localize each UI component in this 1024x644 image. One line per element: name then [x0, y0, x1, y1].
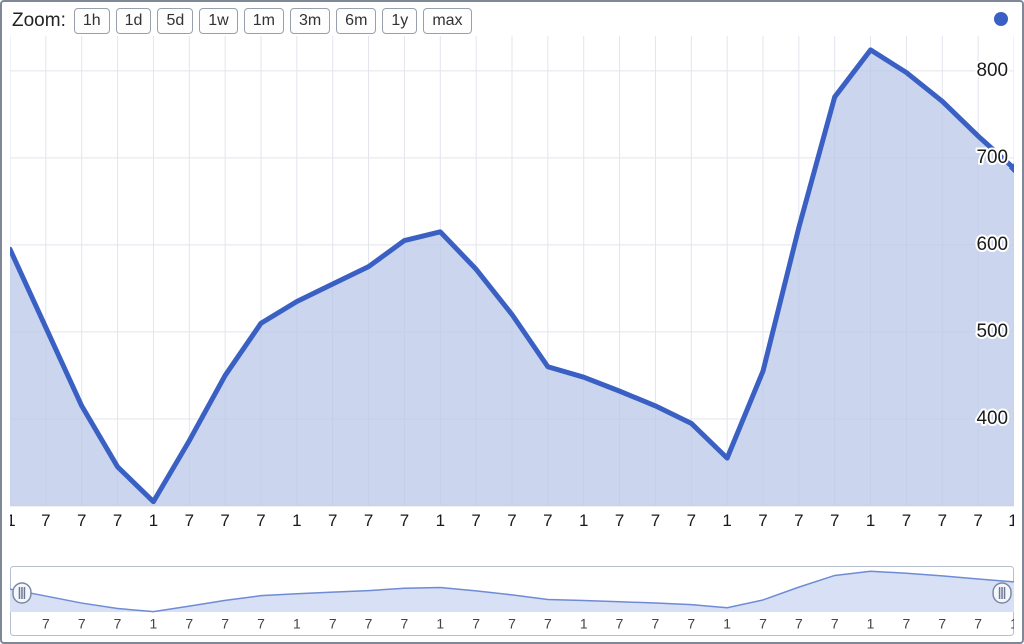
navigator-tick: 1 [723, 615, 731, 631]
x-axis-tick: 7 [256, 511, 265, 530]
x-axis-tick: 1 [1008, 511, 1014, 530]
navigator-tick: 7 [401, 615, 409, 631]
x-axis-tick: 7 [973, 511, 982, 530]
x-axis-tick: 1 [149, 511, 158, 530]
navigator-area[interactable]: 7 7 7 1 7 7 7 1 7 7 7 1 7 7 7 1 7 7 7 1 7 7 7 1 7 7 7 1 [10, 566, 1014, 636]
navigator-tick: 7 [795, 615, 803, 631]
zoom-3m-button[interactable]: 3m [290, 8, 330, 34]
zoom-1d-button[interactable]: 1d [116, 8, 152, 34]
x-axis-tick: 7 [830, 511, 839, 530]
x-axis-tick: 7 [113, 511, 122, 530]
x-axis-tick: 1 [722, 511, 731, 530]
y-axis-tick: 400 [976, 408, 1008, 429]
zoom-max-button[interactable]: max [423, 8, 471, 34]
navigator-tick: 7 [329, 615, 337, 631]
x-axis-tick: 7 [77, 511, 86, 530]
navigator-tick: 1 [293, 615, 301, 631]
x-axis-tick: 7 [615, 511, 624, 530]
y-axis-tick: 800 [976, 60, 1008, 81]
x-axis-tick: 1 [292, 511, 301, 530]
x-axis-tick: 7 [687, 511, 696, 530]
navigator-tick: 1 [867, 615, 875, 631]
x-axis-tick: 7 [651, 511, 660, 530]
navigator-tick: 7 [221, 615, 229, 631]
navigator-tick: 1 [580, 615, 588, 631]
navigator-handle-left[interactable] [13, 583, 31, 603]
navigator-tick: 7 [472, 615, 480, 631]
x-axis-tick: 1 [436, 511, 445, 530]
zoom-1y-button[interactable]: 1y [382, 8, 417, 34]
x-axis-tick: 7 [543, 511, 552, 530]
navigator-tick: 7 [974, 615, 982, 631]
x-axis-tick: 7 [758, 511, 767, 530]
navigator-tick: 1 [150, 615, 158, 631]
zoom-5d-button[interactable]: 5d [157, 8, 193, 34]
navigator-tick: 7 [365, 615, 373, 631]
navigator-tick: 1 [1010, 615, 1014, 631]
navigator-tick: 7 [257, 615, 265, 631]
zoom-toolbar: Zoom: 1h 1d 5d 1w 1m 3m 6m 1y max [12, 8, 472, 34]
stock-chart-widget: Zoom: 1h 1d 5d 1w 1m 3m 6m 1y max 400400… [0, 0, 1024, 644]
navigator-tick: 7 [508, 615, 516, 631]
x-axis-tick: 7 [41, 511, 50, 530]
x-axis-tick: 7 [902, 511, 911, 530]
x-axis-tick: 7 [938, 511, 947, 530]
navigator-tick: 7 [831, 615, 839, 631]
zoom-6m-button[interactable]: 6m [336, 8, 376, 34]
x-axis-tick: 7 [364, 511, 373, 530]
legend-series-marker-icon[interactable] [994, 12, 1008, 26]
zoom-label: Zoom: [12, 10, 66, 32]
main-chart-area[interactable]: 4004005005006006007007008008001777177717… [10, 36, 1014, 536]
zoom-1h-button[interactable]: 1h [74, 8, 110, 34]
x-axis-tick: 7 [185, 511, 194, 530]
x-axis-tick: 1 [10, 511, 16, 530]
x-axis-tick: 7 [328, 511, 337, 530]
navigator-tick: 7 [652, 615, 660, 631]
navigator-tick: 7 [687, 615, 695, 631]
zoom-1w-button[interactable]: 1w [199, 8, 237, 34]
x-axis-tick: 7 [220, 511, 229, 530]
navigator-tick: 7 [903, 615, 911, 631]
navigator-tick: 7 [544, 615, 552, 631]
navigator-tick: 7 [114, 615, 122, 631]
navigator-tick: 7 [938, 615, 946, 631]
x-axis-tick: 7 [400, 511, 409, 530]
navigator-tick: 7 [759, 615, 767, 631]
y-axis-tick: 600 [976, 234, 1008, 255]
navigator-tick: 7 [78, 615, 86, 631]
y-axis-tick: 700 [976, 147, 1008, 168]
navigator-tick: 7 [42, 615, 50, 631]
navigator-tick: 1 [436, 615, 444, 631]
navigator-handle-right[interactable] [993, 583, 1011, 603]
x-axis-tick: 7 [507, 511, 516, 530]
zoom-1m-button[interactable]: 1m [244, 8, 284, 34]
x-axis-tick: 7 [471, 511, 480, 530]
y-axis-tick: 500 [976, 321, 1008, 342]
navigator-tick: 7 [616, 615, 624, 631]
navigator-area-fill [10, 571, 1014, 612]
x-axis-tick: 1 [579, 511, 588, 530]
x-axis-tick: 7 [794, 511, 803, 530]
navigator-tick: 7 [185, 615, 193, 631]
x-axis-tick: 1 [866, 511, 875, 530]
